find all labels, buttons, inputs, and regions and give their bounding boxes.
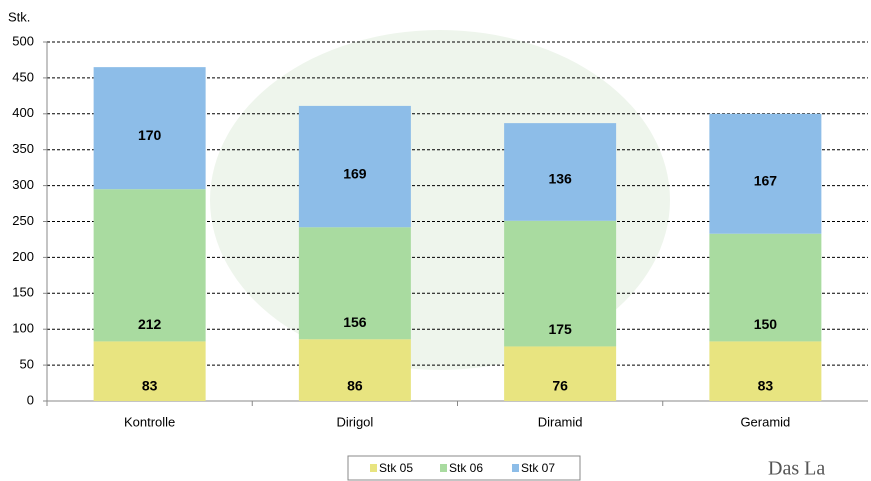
y-tick-label: 100 bbox=[12, 321, 34, 336]
bar-segment bbox=[298, 227, 411, 340]
legend-label: Stk 06 bbox=[449, 461, 483, 475]
data-label: 175 bbox=[548, 321, 572, 337]
y-tick-label: 200 bbox=[12, 249, 34, 264]
y-tick-label: 350 bbox=[12, 141, 34, 156]
y-tick-label: 50 bbox=[20, 357, 34, 372]
legend-label: Stk 05 bbox=[379, 461, 413, 475]
y-tick-label: 400 bbox=[12, 105, 34, 120]
bar-segment bbox=[93, 341, 206, 401]
bar-segment bbox=[298, 339, 411, 401]
bar-segment bbox=[504, 123, 617, 221]
y-tick-label: 0 bbox=[27, 392, 34, 407]
data-label: 76 bbox=[552, 378, 568, 394]
y-tick-label: 150 bbox=[12, 285, 34, 300]
legend-swatch bbox=[512, 464, 519, 472]
legend-swatch bbox=[370, 464, 377, 472]
bar-segment bbox=[504, 346, 617, 401]
x-tick-label: Kontrolle bbox=[124, 414, 175, 429]
data-label: 83 bbox=[758, 378, 774, 394]
y-tick-label: 250 bbox=[12, 213, 34, 228]
x-tick-label: Diramid bbox=[538, 414, 583, 429]
y-tick-label: 500 bbox=[12, 33, 34, 48]
data-label: 169 bbox=[343, 165, 367, 181]
legend-swatch bbox=[440, 464, 447, 472]
bar-segment bbox=[709, 341, 822, 401]
bar-segment bbox=[504, 220, 617, 347]
data-label: 150 bbox=[754, 316, 778, 332]
bar-segment bbox=[709, 113, 822, 234]
bar-segment bbox=[93, 189, 206, 342]
logo-text: Das La bbox=[768, 458, 825, 480]
y-tick-label: 450 bbox=[12, 69, 34, 84]
y-tick-label: 300 bbox=[12, 177, 34, 192]
data-label: 86 bbox=[347, 378, 363, 394]
x-tick-label: Dirigol bbox=[336, 414, 373, 429]
bar-segment bbox=[709, 233, 822, 342]
data-label: 212 bbox=[138, 316, 162, 332]
data-label: 83 bbox=[142, 378, 158, 394]
data-label: 170 bbox=[138, 127, 162, 143]
data-label: 167 bbox=[754, 172, 778, 188]
bar-segment bbox=[93, 67, 206, 190]
data-label: 156 bbox=[343, 314, 367, 330]
data-label: 136 bbox=[548, 171, 572, 187]
y-axis-label: Stk. bbox=[8, 9, 30, 24]
legend-box bbox=[347, 455, 581, 481]
legend-label: Stk 07 bbox=[521, 461, 555, 475]
bar-segment bbox=[298, 105, 411, 228]
x-tick-label: Geramid bbox=[740, 414, 790, 429]
